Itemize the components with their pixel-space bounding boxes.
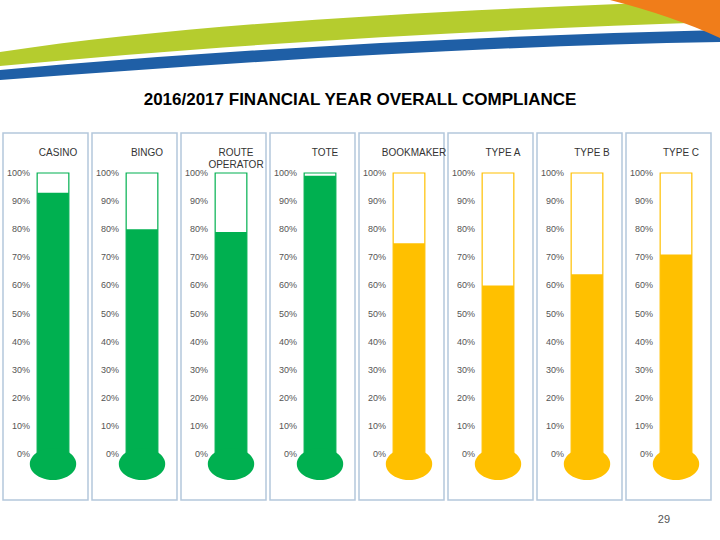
svg-text:60%: 60%: [635, 280, 653, 290]
svg-text:20%: 20%: [190, 393, 208, 403]
svg-text:0%: 0%: [284, 449, 297, 459]
svg-text:40%: 40%: [190, 337, 208, 347]
svg-text:40%: 40%: [279, 337, 297, 347]
svg-text:CASINO: CASINO: [39, 147, 78, 158]
svg-text:30%: 30%: [279, 365, 297, 375]
svg-text:70%: 70%: [368, 252, 386, 262]
svg-text:100%: 100%: [274, 168, 297, 178]
svg-text:100%: 100%: [96, 168, 119, 178]
svg-text:20%: 20%: [12, 393, 30, 403]
svg-text:100%: 100%: [7, 168, 30, 178]
svg-text:TYPE C: TYPE C: [663, 147, 699, 158]
svg-text:TYPE A: TYPE A: [485, 147, 520, 158]
svg-text:20%: 20%: [546, 393, 564, 403]
svg-text:60%: 60%: [457, 280, 475, 290]
svg-text:0%: 0%: [462, 449, 475, 459]
svg-text:90%: 90%: [12, 196, 30, 206]
svg-text:30%: 30%: [101, 365, 119, 375]
svg-text:90%: 90%: [101, 196, 119, 206]
svg-text:TYPE B: TYPE B: [574, 147, 610, 158]
svg-text:50%: 50%: [101, 309, 119, 319]
svg-text:50%: 50%: [279, 309, 297, 319]
svg-text:0%: 0%: [551, 449, 564, 459]
svg-text:0%: 0%: [195, 449, 208, 459]
svg-text:0%: 0%: [106, 449, 119, 459]
svg-text:50%: 50%: [368, 309, 386, 319]
svg-text:70%: 70%: [279, 252, 297, 262]
svg-text:90%: 90%: [457, 196, 475, 206]
svg-text:50%: 50%: [12, 309, 30, 319]
svg-text:60%: 60%: [368, 280, 386, 290]
svg-text:90%: 90%: [546, 196, 564, 206]
svg-text:30%: 30%: [190, 365, 208, 375]
svg-text:90%: 90%: [635, 196, 653, 206]
svg-text:40%: 40%: [368, 337, 386, 347]
svg-text:20%: 20%: [101, 393, 119, 403]
svg-text:20%: 20%: [279, 393, 297, 403]
svg-text:BOOKMAKER: BOOKMAKER: [382, 147, 446, 158]
svg-text:29: 29: [658, 513, 670, 525]
svg-text:80%: 80%: [457, 224, 475, 234]
svg-text:10%: 10%: [457, 421, 475, 431]
svg-text:10%: 10%: [546, 421, 564, 431]
svg-text:90%: 90%: [368, 196, 386, 206]
svg-text:100%: 100%: [363, 168, 386, 178]
svg-text:10%: 10%: [279, 421, 297, 431]
svg-text:60%: 60%: [12, 280, 30, 290]
svg-text:80%: 80%: [279, 224, 297, 234]
svg-text:TOTE: TOTE: [312, 147, 339, 158]
svg-text:30%: 30%: [12, 365, 30, 375]
svg-text:50%: 50%: [635, 309, 653, 319]
svg-text:50%: 50%: [546, 309, 564, 319]
svg-text:30%: 30%: [546, 365, 564, 375]
svg-text:OPERATOR: OPERATOR: [208, 159, 263, 170]
svg-text:100%: 100%: [630, 168, 653, 178]
svg-text:80%: 80%: [101, 224, 119, 234]
svg-text:80%: 80%: [12, 224, 30, 234]
svg-text:70%: 70%: [546, 252, 564, 262]
svg-text:10%: 10%: [101, 421, 119, 431]
svg-text:80%: 80%: [635, 224, 653, 234]
svg-text:70%: 70%: [635, 252, 653, 262]
svg-text:70%: 70%: [12, 252, 30, 262]
svg-text:2016/2017 FINANCIAL YEAR OVERA: 2016/2017 FINANCIAL YEAR OVERALL COMPLIA…: [144, 90, 577, 109]
svg-text:70%: 70%: [457, 252, 475, 262]
svg-text:60%: 60%: [101, 280, 119, 290]
svg-text:40%: 40%: [101, 337, 119, 347]
svg-text:60%: 60%: [546, 280, 564, 290]
svg-text:70%: 70%: [190, 252, 208, 262]
svg-text:20%: 20%: [635, 393, 653, 403]
svg-text:10%: 10%: [635, 421, 653, 431]
svg-text:10%: 10%: [12, 421, 30, 431]
svg-text:40%: 40%: [546, 337, 564, 347]
svg-text:80%: 80%: [190, 224, 208, 234]
svg-text:100%: 100%: [452, 168, 475, 178]
svg-text:50%: 50%: [190, 309, 208, 319]
svg-text:10%: 10%: [368, 421, 386, 431]
svg-text:20%: 20%: [457, 393, 475, 403]
svg-text:ROUTE: ROUTE: [219, 147, 254, 158]
svg-text:BINGO: BINGO: [131, 147, 163, 158]
svg-text:30%: 30%: [635, 365, 653, 375]
svg-text:90%: 90%: [190, 196, 208, 206]
svg-text:80%: 80%: [546, 224, 564, 234]
svg-text:100%: 100%: [185, 168, 208, 178]
svg-text:40%: 40%: [457, 337, 475, 347]
svg-text:20%: 20%: [368, 393, 386, 403]
svg-text:80%: 80%: [368, 224, 386, 234]
svg-text:50%: 50%: [457, 309, 475, 319]
svg-text:90%: 90%: [279, 196, 297, 206]
svg-text:0%: 0%: [17, 449, 30, 459]
svg-text:70%: 70%: [101, 252, 119, 262]
svg-text:10%: 10%: [190, 421, 208, 431]
svg-text:30%: 30%: [457, 365, 475, 375]
svg-text:30%: 30%: [368, 365, 386, 375]
svg-text:0%: 0%: [373, 449, 386, 459]
svg-text:60%: 60%: [279, 280, 297, 290]
svg-text:40%: 40%: [12, 337, 30, 347]
svg-text:60%: 60%: [190, 280, 208, 290]
svg-text:0%: 0%: [640, 449, 653, 459]
svg-text:100%: 100%: [541, 168, 564, 178]
svg-text:40%: 40%: [635, 337, 653, 347]
